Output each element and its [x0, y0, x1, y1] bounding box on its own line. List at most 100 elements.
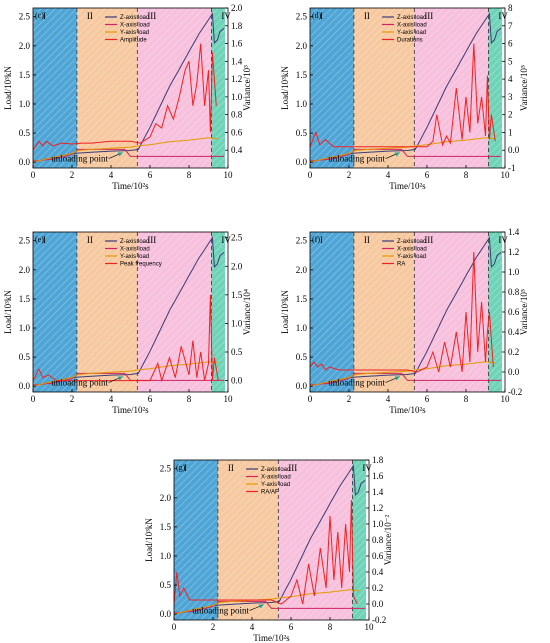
x-tick-label: 4: [386, 170, 391, 180]
series-line: [310, 43, 496, 148]
y-left-tick-label: 2.5: [296, 12, 308, 22]
panel-label: (c): [35, 11, 44, 20]
legend-label: Y-axis load: [120, 254, 149, 260]
y-right-axis-title: Variance/10⁴: [242, 289, 252, 335]
x-tick-label: 6: [148, 394, 153, 404]
stage-hatch: [174, 460, 218, 620]
y-left-tick-label: 2.0: [296, 265, 308, 275]
y-left-axis-title: Load/10³kN: [280, 66, 290, 110]
legend-label: Y-axis load: [261, 482, 290, 488]
panel-label: (d): [312, 11, 322, 20]
series-line: [33, 43, 217, 151]
x-tick-label: 0: [308, 394, 313, 404]
y-right-tick-label: 1.4: [231, 56, 243, 66]
y-right-tick-label: 0.0: [508, 367, 520, 377]
y-left-tick-label: 1.0: [296, 99, 308, 109]
x-axis-title: Time/10²s: [253, 633, 290, 643]
stage-label: IV: [221, 235, 231, 245]
y-left-tick-label: 1.0: [296, 323, 308, 333]
y-left-tick-label: 2.5: [296, 236, 308, 246]
stage-hatch: [33, 232, 77, 392]
stage-hatch: [76, 232, 138, 392]
stage-hatch: [310, 232, 354, 392]
stage-label: III: [147, 235, 156, 245]
series-line: [310, 251, 494, 373]
y-right-tick-label: 1.0: [372, 519, 384, 529]
legend-label: Z-axis load: [120, 15, 149, 21]
annotation-arrowhead: [117, 152, 123, 157]
x-tick-label: 6: [425, 170, 430, 180]
y-right-tick-label: 0.0: [508, 145, 520, 155]
x-tick-label: 2: [347, 170, 352, 180]
stage-label: I: [43, 235, 46, 245]
stage-label: II: [228, 463, 234, 473]
y-right-tick-label: 1.0: [508, 267, 520, 277]
y-left-tick-label: 0.5: [160, 580, 172, 590]
y-right-tick-label: -1: [508, 163, 516, 173]
x-tick-label: 8: [464, 394, 469, 404]
y-right-tick-label: 7: [508, 21, 513, 31]
y-right-tick-label: 0.4: [372, 567, 384, 577]
stage-label: I: [184, 463, 187, 473]
y-right-tick-label: 2.5: [231, 233, 243, 243]
annotation-arrowhead: [117, 376, 123, 381]
stage-label: IV: [362, 463, 372, 473]
x-axis-title: Time/10²s: [389, 405, 426, 415]
legend-label: Z-axis load: [397, 15, 426, 21]
y-left-tick-label: 1.0: [160, 551, 172, 561]
stage-label: IV: [498, 235, 508, 245]
y-right-axis-title: Variance/10⁵: [519, 65, 529, 111]
y-left-tick-label: 1.0: [19, 99, 31, 109]
stage-label: II: [364, 11, 370, 21]
series-line: [174, 464, 366, 615]
y-right-tick-label: 2: [508, 110, 513, 120]
stage-hatch: [211, 8, 226, 168]
y-right-tick-label: 4: [508, 74, 513, 84]
x-tick-label: 4: [250, 622, 255, 632]
annotation-arrowhead: [258, 604, 264, 609]
x-tick-label: 0: [308, 170, 313, 180]
y-left-tick-label: 0.0: [19, 157, 31, 167]
y-left-tick-label: 2.5: [19, 236, 31, 246]
y-right-tick-label: 1.6: [372, 471, 384, 481]
y-right-tick-label: 1.8: [231, 21, 243, 31]
legend-label: Z-axis load: [397, 239, 426, 245]
y-left-tick-label: 1.5: [296, 294, 308, 304]
series-line: [33, 361, 219, 387]
y-right-tick-label: -0.2: [508, 387, 522, 397]
legend-label: Y-axis load: [397, 254, 426, 260]
y-right-tick-label: 1.4: [372, 487, 384, 497]
y-left-tick-label: 0.5: [19, 128, 31, 138]
legend-label: RA/AF: [261, 490, 279, 496]
chart-panel: I II III IV0 2 4 6 8 100.00.51.01.52.02.5-10.012…: [280, 3, 529, 191]
y-right-tick-label: 5: [508, 56, 513, 66]
series-line: [33, 137, 219, 163]
annotation-text: unloading point: [51, 378, 108, 388]
x-axis-title: Time/10²s: [112, 405, 149, 415]
series-line: [33, 12, 225, 163]
stage-label: IV: [498, 11, 508, 21]
y-right-tick-label: 0.0: [372, 599, 384, 609]
y-right-tick-label: 0.8: [231, 110, 243, 120]
y-right-tick-label: 6: [508, 39, 513, 49]
y-right-tick-label: 0.5: [231, 347, 243, 357]
y-right-tick-label: 2.0: [231, 3, 243, 13]
y-right-tick-label: 3: [508, 92, 513, 102]
y-right-tick-label: 0.4: [231, 145, 243, 155]
y-left-tick-label: 1.5: [160, 522, 172, 532]
x-tick-label: 0: [31, 394, 36, 404]
legend-label: Z-axis load: [120, 239, 149, 245]
stage-hatch: [353, 8, 415, 168]
y-left-tick-label: 0.5: [19, 352, 31, 362]
y-left-axis-title: Load/10³kN: [280, 290, 290, 334]
stage-label: III: [288, 463, 297, 473]
x-tick-label: 6: [289, 622, 294, 632]
y-right-tick-label: 1.2: [231, 74, 242, 84]
y-left-axis-title: Load/10³kN: [3, 290, 13, 334]
stage-hatch: [33, 8, 77, 168]
y-right-tick-label: 8: [508, 3, 513, 13]
series-line: [310, 372, 502, 386]
series-line: [310, 12, 502, 163]
y-right-tick-label: 0.2: [372, 583, 383, 593]
y-right-tick-label: 1.2: [372, 503, 383, 513]
